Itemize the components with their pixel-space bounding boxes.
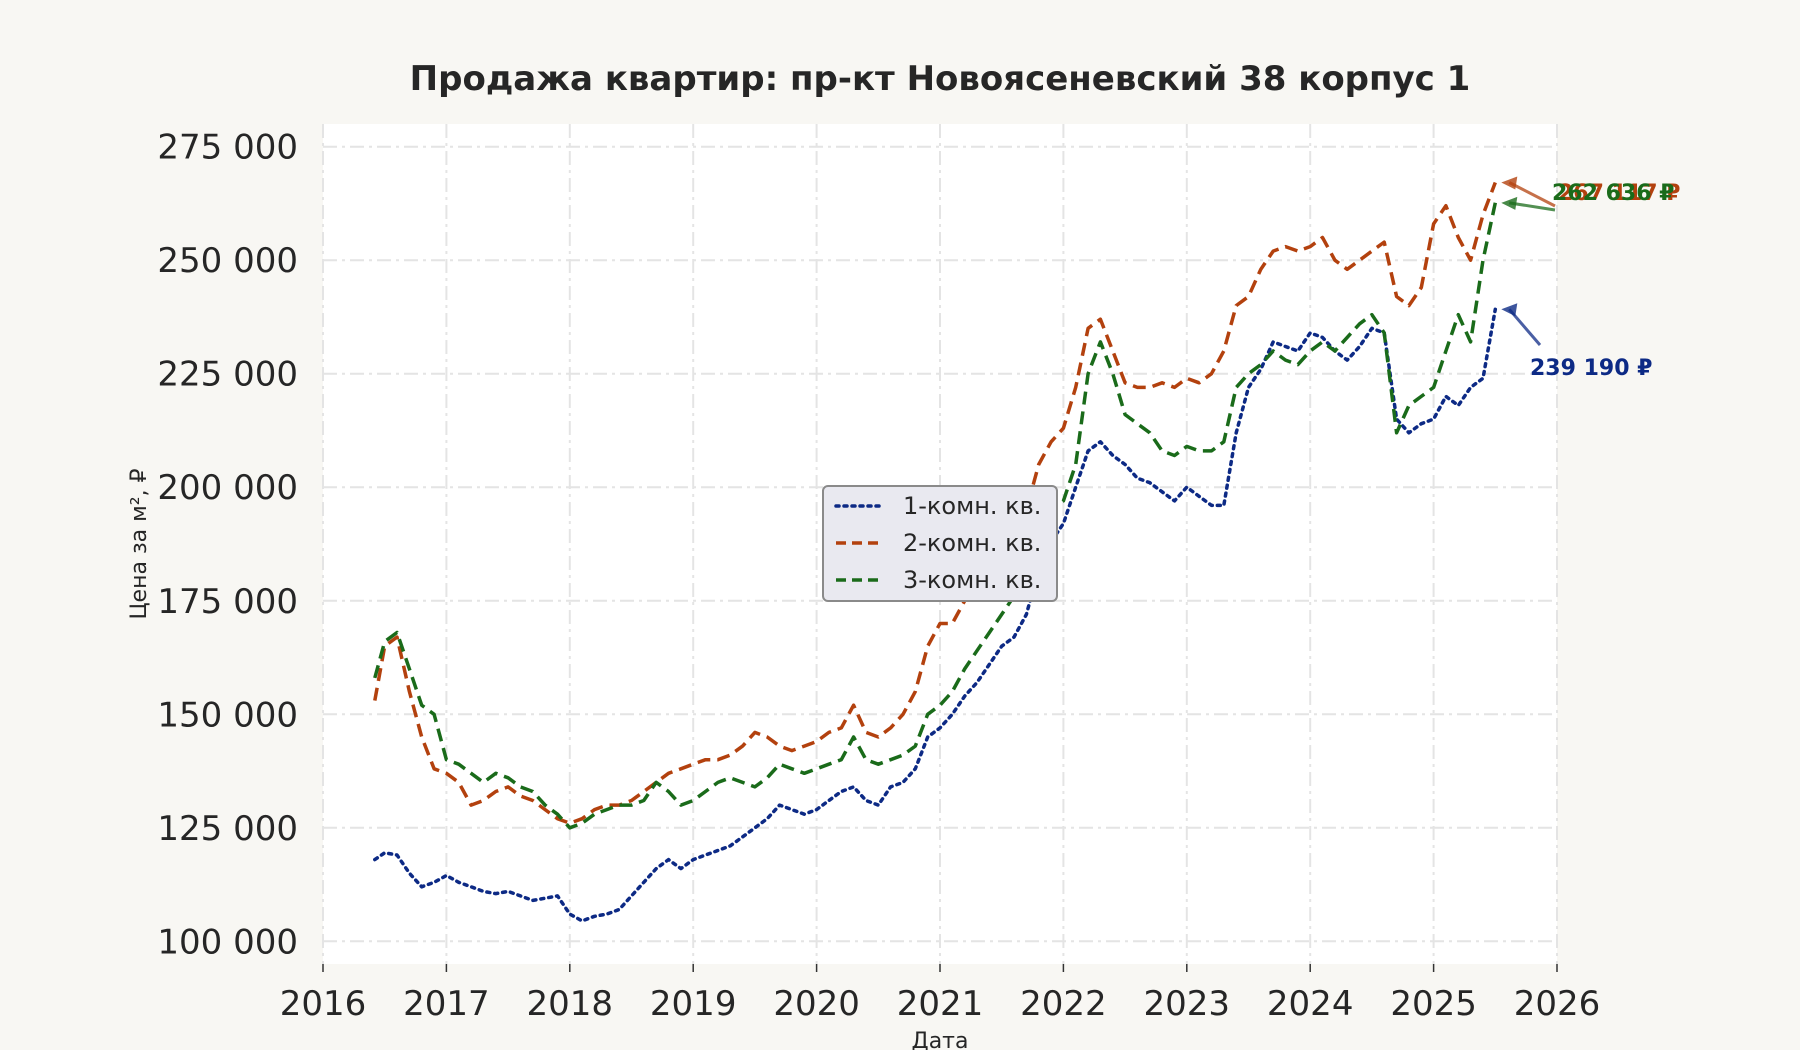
x-tick-label: 2024: [1267, 984, 1354, 1024]
y-tick-label: 125 000: [157, 809, 298, 849]
end-label: 267 117 ₽: [1558, 181, 1680, 206]
x-tick-label: 2020: [773, 984, 860, 1024]
y-tick-label: 225 000: [157, 355, 298, 395]
x-tick-label: 2017: [403, 984, 490, 1024]
x-tick-label: 2019: [650, 984, 737, 1024]
x-tick-label: 2018: [527, 984, 614, 1024]
legend-label: 2-комн. кв.: [903, 529, 1041, 557]
end-label: 262 636 ₽: [1552, 181, 1674, 206]
x-tick-label: 2025: [1390, 984, 1477, 1024]
y-tick-label: 200 000: [157, 468, 298, 508]
end-label-arrow: [1508, 181, 1556, 208]
x-axis-label: Дата: [912, 1029, 969, 1050]
y-tick-label: 150 000: [157, 695, 298, 735]
x-axis: 2016 2017 2018 2019 2020 2021 2022 2023 2024 2025…: [280, 964, 1601, 1024]
legend-box: [822, 485, 1058, 602]
end-label-arrowhead: [1501, 176, 1518, 190]
end-label: 239 190 ₽: [1530, 356, 1652, 381]
y-tick-label: 250 000: [157, 241, 298, 281]
series-line-1: [373, 307, 1498, 923]
series-line-2: [373, 181, 1497, 825]
end-label-arrowhead: [1501, 196, 1518, 210]
series-line-3: [373, 202, 1498, 830]
legend: 1-комн. кв. 2-комн. кв. 3-комн. кв.: [822, 485, 1058, 602]
x-tick-label: 2023: [1144, 984, 1231, 1024]
legend-label: 1-комн. кв.: [903, 492, 1041, 520]
y-tick-label: 100 000: [157, 922, 298, 962]
y-axis: 100 000 125 000 150 000 175 000 200 000 225 0…: [157, 128, 298, 963]
end-label-arrow: [1509, 201, 1556, 212]
chart-title: Продажа квартир: пр-кт Новоясеневский 38…: [410, 59, 1471, 99]
x-tick-label: 2016: [280, 984, 367, 1024]
y-tick-label: 175 000: [157, 582, 298, 622]
x-tick-label: 2026: [1514, 984, 1601, 1024]
end-label-arrowhead: [1501, 303, 1518, 317]
y-tick-label: 275 000: [157, 128, 298, 168]
x-tick-label: 2021: [897, 984, 984, 1024]
legend-label: 3-комн. кв.: [903, 566, 1041, 594]
end-labels: 239 190 ₽ 267 117 ₽262 636 ₽: [1501, 176, 1680, 381]
x-tick-label: 2022: [1020, 984, 1107, 1024]
y-axis-label: Цена за м², ₽: [127, 468, 152, 619]
grid: [322, 124, 1558, 964]
series-layer: [373, 181, 1498, 923]
